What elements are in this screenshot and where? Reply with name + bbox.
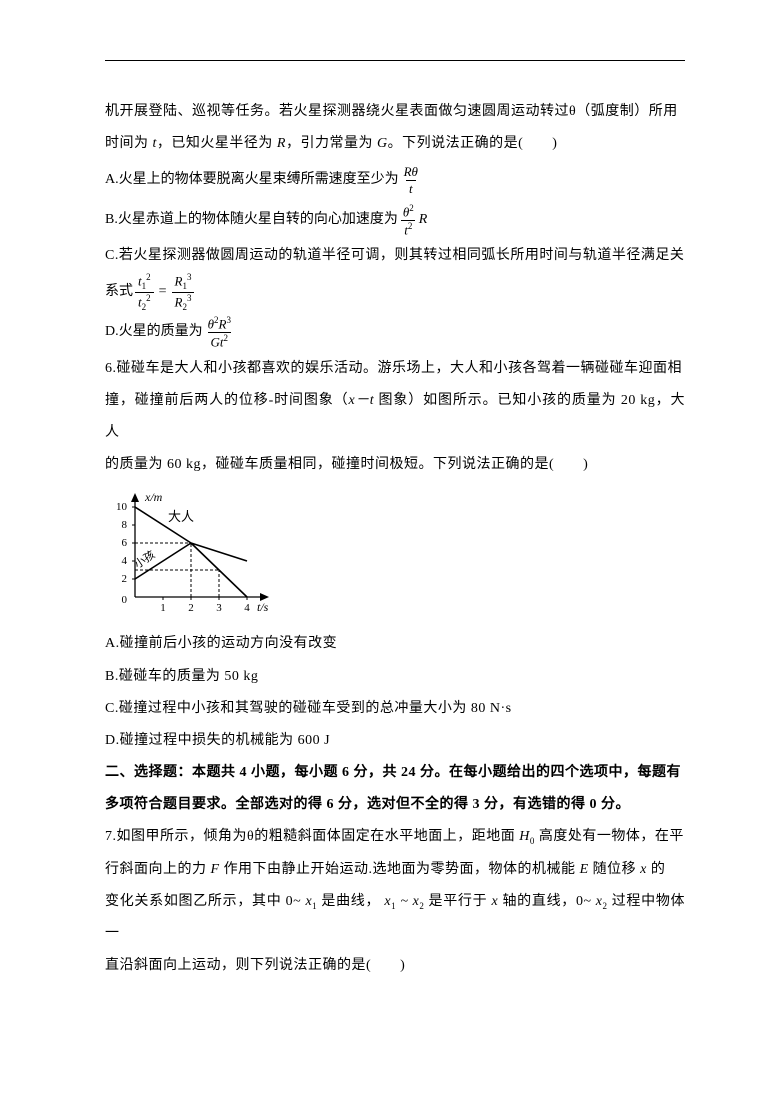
sym-E: E — [580, 862, 589, 877]
xtick: 1 — [160, 602, 166, 614]
xtick: 3 — [216, 602, 222, 614]
optB-post: R — [419, 204, 428, 236]
option-a: A.火星上的物体要脱离火星束缚所需速度至少为 Rθ t — [105, 160, 685, 200]
sym-H0: H0 — [519, 829, 535, 844]
text: ，引力常量为 — [286, 136, 377, 151]
optD-frac: θ2R3 Gt2 — [205, 316, 234, 349]
q6-opt-b: B.碰碰车的质量为 50 kg — [105, 661, 685, 693]
q6-opt-d: D.碰撞过程中损失的机械能为 600 J — [105, 725, 685, 757]
chart-svg: 2 4 6 8 10 0 1 2 3 4 x/m t/s — [105, 487, 280, 617]
q6-line1: 6.碰碰车是大人和小孩都喜欢的娱乐活动。游乐场上，大人和小孩各驾着一辆碰碰车迎面… — [105, 353, 685, 385]
q6-opt-c: C.碰撞过程中小孩和其驾驶的碰碰车受到的总冲量大小为 80 N·s — [105, 693, 685, 725]
para1-line1: 机开展登陆、巡视等任务。若火星探测器绕火星表面做匀速圆周运动转过θ（弧度制）所用 — [105, 96, 685, 128]
frac-den: t — [406, 180, 416, 196]
sym-x1: x1 — [305, 894, 317, 909]
frac-num: θ2R3 — [205, 316, 234, 332]
optC-frac-right: R13 R23 — [172, 273, 195, 313]
q6-opt-a: A.碰撞前后小孩的运动方向没有改变 — [105, 628, 685, 660]
sym-xt: x－t — [349, 393, 375, 408]
section2-line2: 多项符合题目要求。全部选对的得 6 分，选对但不全的得 3 分，有选错的得 0 … — [105, 789, 685, 821]
ylabel: x/m — [144, 490, 163, 504]
ytick: 8 — [122, 519, 128, 531]
top-rule — [105, 60, 685, 61]
option-c-line2: 系式 t12 t22 = R13 R23 — [105, 273, 685, 313]
q7-line2: 行斜面向上的力 F 作用下由静止开始运动.选地面为零势面，物体的机械能 E 随位… — [105, 854, 685, 886]
q6-line2: 撞，碰撞前后两人的位移-时间图象（x－t 图象）如图所示。已知小孩的质量为 20… — [105, 385, 685, 449]
option-b: B.火星赤道上的物体随火星自转的向心加速度为 θ2 t2 R — [105, 200, 685, 240]
xtick: 4 — [244, 602, 250, 614]
text: 作用下由静止开始运动.选地面为零势面，物体的机械能 — [220, 862, 580, 877]
label-big: 大人 — [168, 509, 194, 524]
ytick: 10 — [116, 501, 128, 513]
text: 高度处有一物体，在平 — [535, 829, 684, 844]
text: 是曲线， — [317, 894, 380, 909]
optA-text: A.火星上的物体要脱离火星束缚所需速度至少为 — [105, 164, 399, 196]
frac-num: R13 — [172, 273, 195, 292]
text: 撞，碰撞前后两人的位移-时间图象（ — [105, 393, 349, 408]
para1-line2: 时间为 t，已知火星半径为 R，引力常量为 G。下列说法正确的是( ) — [105, 128, 685, 160]
option-c-line1: C.若火星探测器做圆周运动的轨道半径可调，则其转过相同弧长所用时间与轨道半径满足… — [105, 240, 685, 272]
sym-x2: x2 — [596, 894, 608, 909]
q7-line3: 变化关系如图乙所示，其中 0~ x1 是曲线， x1 ~ x2 是平行于 x 轴… — [105, 886, 685, 950]
text: 时间为 — [105, 136, 153, 151]
frac-num: Rθ — [401, 165, 421, 180]
ytick: 6 — [122, 537, 128, 549]
page-content: 机开展登陆、巡视等任务。若火星探测器绕火星表面做匀速圆周运动转过θ（弧度制）所用… — [105, 60, 685, 982]
optB-frac: θ2 t2 — [400, 204, 417, 237]
xtick: 2 — [188, 602, 194, 614]
xt-chart: 2 4 6 8 10 0 1 2 3 4 x/m t/s — [105, 487, 685, 622]
text: 行斜面向上的力 — [105, 862, 211, 877]
sym-G: G — [377, 136, 388, 151]
frac-num: θ2 — [400, 204, 417, 220]
frac-den: t22 — [135, 292, 154, 312]
equals: = — [159, 276, 167, 308]
frac-den: t2 — [401, 220, 415, 237]
text: 变化关系如图乙所示，其中 0~ — [105, 894, 305, 909]
q6-line3: 的质量为 60 kg，碰碰车质量相同，碰撞时间极短。下列说法正确的是( ) — [105, 449, 685, 481]
optD-text: D.火星的质量为 — [105, 316, 203, 348]
section2-line1: 二、选择题：本题共 4 小题，每小题 6 分，共 24 分。在每小题给出的四个选… — [105, 757, 685, 789]
text: 。下列说法正确的是( ) — [388, 136, 558, 151]
q7-line1: 7.如图甲所示，倾角为θ的粗糙斜面体固定在水平地面上，距地面 H0 高度处有一物… — [105, 821, 685, 853]
sym-R: R — [277, 136, 286, 151]
text: ，已知火星半径为 — [157, 136, 277, 151]
text: 随位移 — [589, 862, 641, 877]
optC-text: 系式 — [105, 276, 133, 308]
sym-x: x — [640, 862, 647, 877]
frac-den: Gt2 — [208, 332, 232, 349]
frac-num: t12 — [135, 273, 154, 292]
ytick: 0 — [122, 594, 128, 606]
text: 7.如图甲所示，倾角为θ的粗糙斜面体固定在水平地面上，距地面 — [105, 829, 519, 844]
xlabel: t/s — [257, 600, 269, 614]
optA-frac: Rθ t — [401, 165, 421, 195]
frac-den: R23 — [172, 292, 195, 312]
optB-text: B.火星赤道上的物体随火星自转的向心加速度为 — [105, 204, 398, 236]
text: 是平行于 — [424, 894, 491, 909]
text: 轴的直线，0~ — [498, 894, 596, 909]
option-d: D.火星的质量为 θ2R3 Gt2 — [105, 313, 685, 353]
sym-F: F — [211, 862, 220, 877]
q7-line4: 直沿斜面向上运动，则下列说法正确的是( ) — [105, 950, 685, 982]
text: 的 — [647, 862, 666, 877]
optC-frac-left: t12 t22 — [135, 273, 154, 313]
sym-x1x2: x1 ~ x2 — [380, 894, 424, 909]
ytick: 4 — [122, 555, 128, 567]
ytick: 2 — [122, 573, 128, 585]
